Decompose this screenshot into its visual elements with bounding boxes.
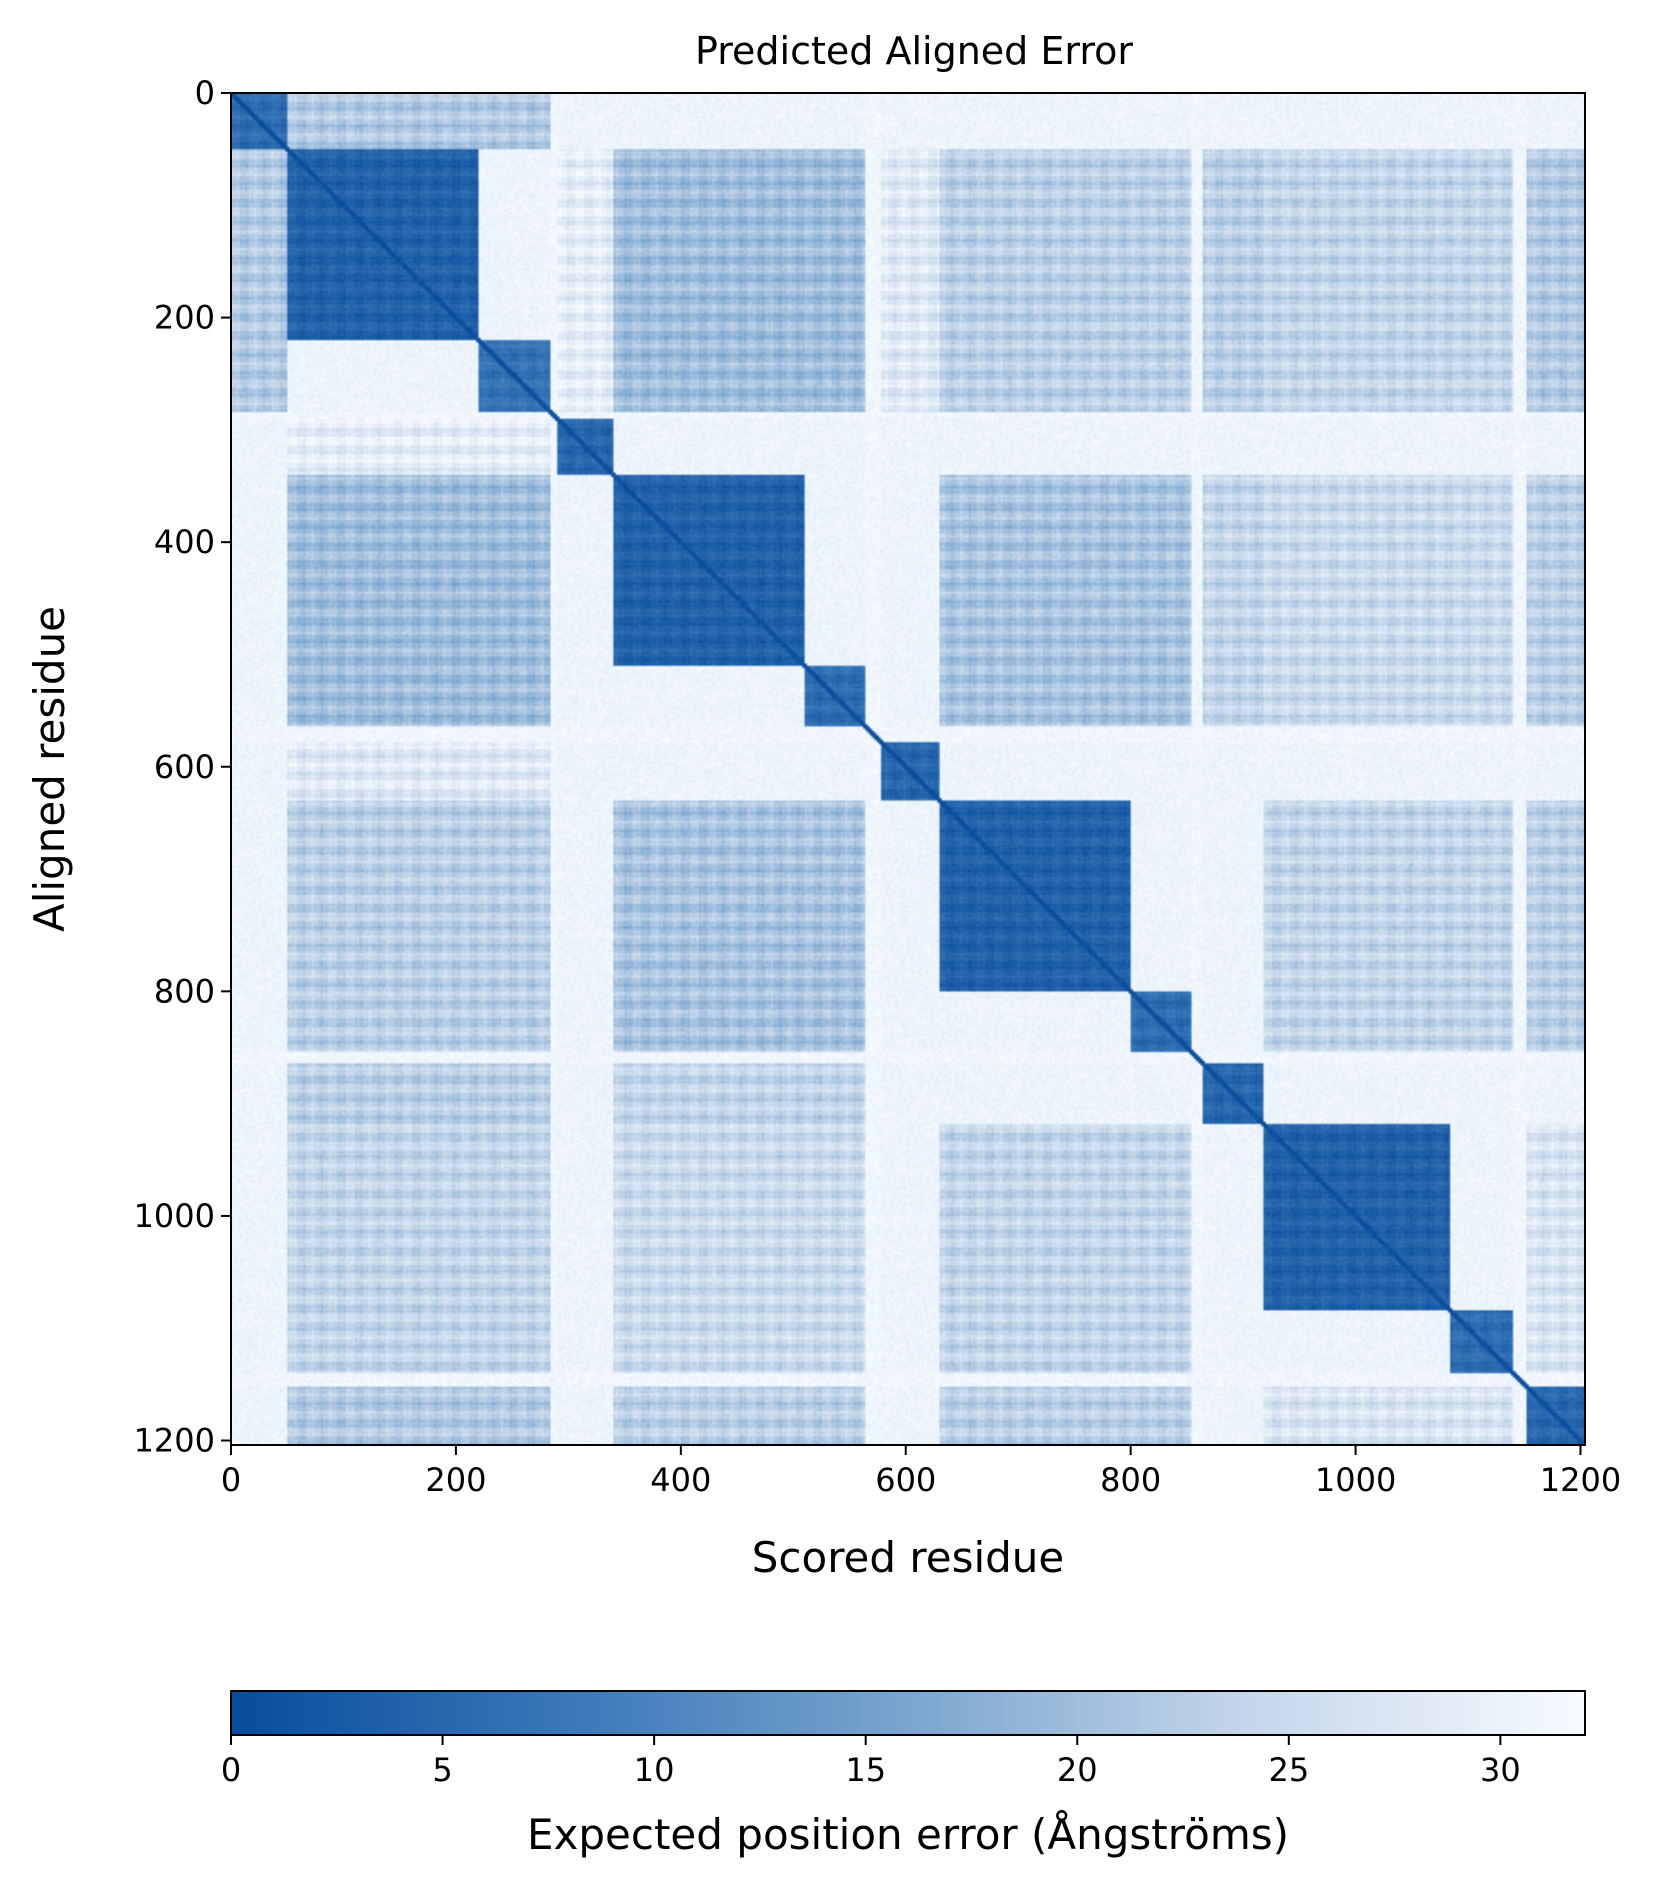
colorbar-tick-label: 25: [1268, 1751, 1309, 1789]
colorbar-tick-label: 5: [432, 1751, 452, 1789]
y-tick-label: 800: [154, 972, 215, 1010]
x-tick-label: 1000: [1315, 1461, 1396, 1499]
x-tick-label: 600: [875, 1461, 936, 1499]
pae-heatmap: [231, 93, 1585, 1445]
colorbar-tick-label: 20: [1057, 1751, 1098, 1789]
y-axis-ticks: 0 200 400 600 800 1000 1200: [134, 74, 231, 1460]
colorbar-tick-label: 30: [1480, 1751, 1521, 1789]
plot-frame: [230, 92, 1586, 1446]
x-tick-label: 1200: [1540, 1461, 1621, 1499]
x-tick-label: 200: [425, 1461, 486, 1499]
y-tick-label: 0: [195, 74, 215, 112]
x-axis-label: Scored residue: [752, 1533, 1065, 1582]
colorbar-ticks: 0 5 10 15 20 25 30: [221, 1735, 1521, 1789]
colorbar: 0 5 10 15 20 25 30 Expected position error (Ån…: [221, 1690, 1586, 1859]
heatmap-plot-area: [230, 92, 1586, 1446]
x-tick-label: 800: [1100, 1461, 1161, 1499]
y-tick-label: 1200: [134, 1422, 215, 1460]
y-tick-label: 400: [154, 523, 215, 561]
x-axis-ticks: 0 200 400 600 800 1000 1200: [221, 1445, 1621, 1499]
y-tick-label: 200: [154, 299, 215, 337]
colorbar-gradient: [230, 1690, 1586, 1736]
y-axis-label: Aligned residue: [25, 606, 74, 932]
colorbar-tick-label: 15: [845, 1751, 886, 1789]
x-tick-label: 0: [221, 1461, 241, 1499]
y-tick-label: 600: [154, 748, 215, 786]
y-tick-label: 1000: [134, 1197, 215, 1235]
x-tick-label: 400: [650, 1461, 711, 1499]
colorbar-label: Expected position error (Ångströms): [527, 1809, 1289, 1859]
colorbar-tick-label: 10: [634, 1751, 675, 1789]
chart-title: Predicted Aligned Error: [695, 29, 1133, 73]
colorbar-tick-label: 0: [221, 1751, 241, 1789]
